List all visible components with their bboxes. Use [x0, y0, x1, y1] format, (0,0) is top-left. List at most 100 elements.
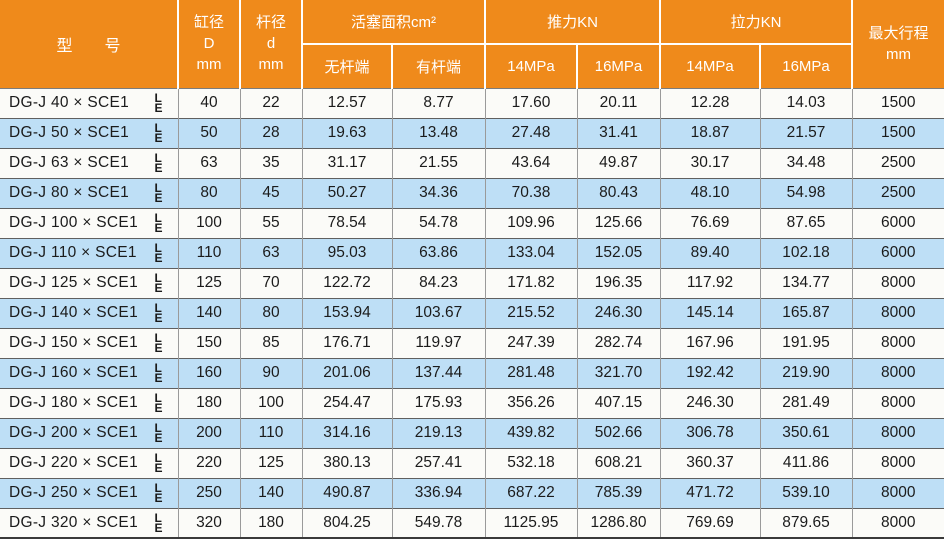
model-wrap: DG-J 180 × SCE1 L E: [0, 391, 178, 414]
variant-letters: L E: [154, 271, 163, 295]
variant-bottom: E: [154, 371, 163, 385]
variant-top: L: [154, 421, 162, 435]
model-label: DG-J 100 × SCE1: [9, 214, 138, 231]
cell-push-16mpa: 502.66: [576, 417, 660, 448]
cell-pull-16mpa: 350.61: [759, 417, 852, 448]
variant-top: L: [154, 151, 162, 165]
cell-push-14mpa: 109.96: [484, 207, 577, 238]
cell-pull-16mpa: 102.18: [759, 237, 852, 268]
cell-area-rod-end: 21.55: [391, 147, 485, 178]
cell-pull-14mpa: 12.28: [659, 87, 760, 118]
variant-letters: L E: [154, 121, 163, 145]
cell-rod: 28: [239, 117, 302, 148]
model-wrap: DG-J 140 × SCE1 L E: [0, 301, 178, 324]
cell-rod: 70: [239, 267, 302, 298]
header-push-16mpa: 16MPa: [576, 43, 661, 88]
cell-push-14mpa: 687.22: [484, 477, 577, 508]
cell-area-rod-end: 119.97: [391, 327, 485, 358]
cell-push-16mpa: 49.87: [576, 147, 660, 178]
cell-rod: 100: [239, 387, 302, 418]
table-body: DG-J 40 × SCE1 L E 40 22 12.57 8.77 17.6…: [0, 87, 944, 538]
cell-area-rodless: 490.87: [301, 477, 392, 508]
cell-push-16mpa: 1286.80: [576, 507, 660, 538]
variant-bottom: E: [154, 341, 163, 355]
cell-area-rodless: 380.13: [301, 447, 392, 478]
variant-top: L: [154, 391, 162, 405]
cell-area-rod-end: 84.23: [391, 267, 485, 298]
table-header: 型 号 缸径 D mm 杆径 d mm 活塞面积cm² 推力KN 拉力KN 最大…: [0, 0, 944, 88]
cell-push-16mpa: 152.05: [576, 237, 660, 268]
cell-max-stroke: 6000: [851, 207, 944, 238]
model-label: DG-J 63 × SCE1: [9, 154, 130, 171]
cell-bore: 50: [177, 117, 240, 148]
variant-bottom: E: [154, 131, 163, 145]
cell-pull-14mpa: 30.17: [659, 147, 760, 178]
table-row: DG-J 40 × SCE1 L E 40 22 12.57 8.77 17.6…: [0, 87, 944, 118]
cell-area-rod-end: 336.94: [391, 477, 485, 508]
cell-pull-14mpa: 89.40: [659, 237, 760, 268]
cell-max-stroke: 8000: [851, 327, 944, 358]
table-row: DG-J 220 × SCE1 L E 220 125 380.13 257.4…: [0, 447, 944, 478]
cell-push-16mpa: 282.74: [576, 327, 660, 358]
cell-push-16mpa: 407.15: [576, 387, 660, 418]
cell-rod: 90: [239, 357, 302, 388]
cell-area-rod-end: 175.93: [391, 387, 485, 418]
model-wrap: DG-J 220 × SCE1 L E: [0, 452, 178, 474]
cell-push-14mpa: 247.39: [484, 327, 577, 358]
variant-bottom: E: [154, 281, 163, 295]
cell-area-rodless: 31.17: [301, 147, 392, 178]
model-label: DG-J 40 × SCE1: [9, 94, 130, 111]
model-wrap: DG-J 160 × SCE1 L E: [0, 362, 178, 385]
cell-model: DG-J 200 × SCE1 L E: [0, 417, 178, 448]
table-row: DG-J 110 × SCE1 L E 110 63 95.03 63.86 1…: [0, 237, 944, 268]
cell-model: DG-J 63 × SCE1 L E: [0, 147, 178, 178]
cell-area-rodless: 176.71: [301, 327, 392, 358]
variant-top: L: [154, 331, 162, 345]
variant-bottom: E: [154, 251, 163, 265]
header-model: 型 号: [0, 0, 179, 88]
cell-rod: 125: [239, 447, 302, 478]
table-row: DG-J 140 × SCE1 L E 140 80 153.94 103.67…: [0, 297, 944, 328]
cell-model: DG-J 320 × SCE1 L E: [0, 507, 178, 538]
cell-push-14mpa: 133.04: [484, 237, 577, 268]
cell-push-14mpa: 17.60: [484, 87, 577, 118]
cell-pull-14mpa: 246.30: [659, 387, 760, 418]
cell-area-rod-end: 137.44: [391, 357, 485, 388]
cell-pull-14mpa: 48.10: [659, 177, 760, 208]
variant-bottom: E: [154, 520, 163, 535]
cell-push-16mpa: 246.30: [576, 297, 660, 328]
cell-bore: 125: [177, 267, 240, 298]
variant-top: L: [154, 271, 162, 285]
header-pull-16mpa: 16MPa: [759, 43, 853, 88]
cell-push-14mpa: 356.26: [484, 387, 577, 418]
model-label: DG-J 80 × SCE1: [9, 184, 130, 201]
cell-model: DG-J 110 × SCE1 L E: [0, 237, 178, 268]
cell-max-stroke: 6000: [851, 237, 944, 268]
variant-top: L: [154, 241, 162, 255]
cell-area-rod-end: 103.67: [391, 297, 485, 328]
cell-pull-14mpa: 145.14: [659, 297, 760, 328]
cell-pull-16mpa: 879.65: [759, 507, 852, 538]
cell-area-rod-end: 219.13: [391, 417, 485, 448]
cell-area-rodless: 50.27: [301, 177, 392, 208]
cell-max-stroke: 8000: [851, 417, 944, 448]
cell-area-rod-end: 54.78: [391, 207, 485, 238]
variant-letters: L E: [154, 241, 163, 265]
cell-model: DG-J 80 × SCE1 L E: [0, 177, 178, 208]
model-wrap: DG-J 110 × SCE1 L E: [0, 241, 178, 265]
model-wrap: DG-J 200 × SCE1 L E: [0, 421, 178, 444]
cell-bore: 40: [177, 87, 240, 118]
cell-pull-14mpa: 471.72: [659, 477, 760, 508]
cell-push-14mpa: 171.82: [484, 267, 577, 298]
variant-bottom: E: [154, 221, 163, 235]
header-push-14mpa: 14MPa: [484, 43, 578, 88]
cell-area-rod-end: 34.36: [391, 177, 485, 208]
variant-top: L: [154, 301, 162, 315]
variant-letters: L E: [154, 331, 163, 355]
cell-rod: 110: [239, 417, 302, 448]
variant-top: L: [154, 121, 162, 135]
cell-max-stroke: 8000: [851, 387, 944, 418]
table-row: DG-J 63 × SCE1 L E 63 35 31.17 21.55 43.…: [0, 147, 944, 178]
cell-push-16mpa: 80.43: [576, 177, 660, 208]
